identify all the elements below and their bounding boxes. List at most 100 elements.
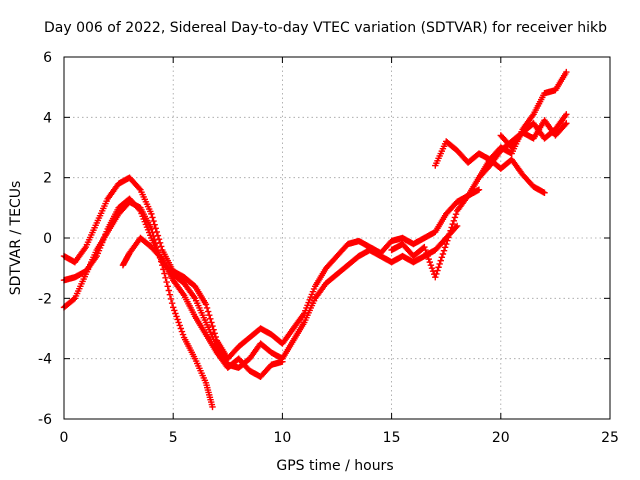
- x-tick-label: 10: [273, 430, 291, 446]
- data-point: [432, 140, 449, 169]
- axis-ticks: [63, 56, 611, 420]
- x-axis-title: GPS time / hours: [276, 458, 393, 474]
- series-track-a: [60, 174, 483, 362]
- data-point: [180, 280, 198, 301]
- data-point: [115, 175, 132, 187]
- series-track-d: [119, 234, 286, 380]
- data-point: [159, 255, 176, 282]
- data-point: [486, 148, 503, 169]
- data-point: [126, 198, 143, 211]
- data-point: [170, 271, 187, 286]
- data-point: [410, 244, 427, 260]
- data-point: [508, 156, 525, 177]
- data-point: [311, 266, 329, 290]
- data-point: [344, 253, 361, 269]
- data-point: [432, 244, 449, 281]
- data-point: [443, 199, 460, 218]
- data-point: [180, 334, 198, 360]
- data-point: [475, 163, 492, 181]
- grid: [64, 57, 610, 419]
- data-point: [453, 194, 471, 215]
- data-point: [137, 186, 154, 215]
- data-point: [235, 335, 252, 350]
- x-tick-label: 25: [601, 430, 619, 446]
- data-point: [148, 210, 165, 250]
- data-point: [202, 301, 219, 341]
- data-point: [290, 311, 307, 332]
- y-axis-title: SDTVAR / TECUs: [8, 181, 24, 296]
- data-point: [322, 271, 340, 287]
- data-point: [115, 196, 132, 212]
- y-tick-label: -2: [38, 291, 52, 307]
- data-point: [104, 182, 121, 202]
- data-point: [202, 331, 219, 355]
- data-point: [421, 229, 438, 242]
- data-point: [301, 285, 318, 317]
- data-point: [443, 210, 460, 248]
- chart-title: Day 006 of 2022, Sidereal Day-to-day VTE…: [44, 20, 607, 36]
- data-point: [115, 199, 132, 218]
- data-point: [475, 186, 483, 193]
- data-point: [432, 236, 449, 254]
- data-point: [71, 268, 88, 281]
- data-point: [191, 313, 209, 336]
- data-point: [180, 274, 198, 289]
- x-tick-label: 0: [60, 430, 69, 446]
- data-point: [257, 362, 274, 380]
- data-point: [137, 234, 154, 250]
- data-point: [311, 281, 329, 302]
- series-track-e: [432, 138, 548, 196]
- data-point: [399, 234, 416, 247]
- data-points: [60, 68, 570, 411]
- data-point: [191, 355, 209, 384]
- data-point: [552, 121, 569, 139]
- data-point: [191, 295, 209, 324]
- x-tick-label: 5: [169, 430, 178, 446]
- data-point: [399, 252, 416, 265]
- y-tick-label: 6: [43, 50, 52, 66]
- series-track-b: [60, 195, 461, 371]
- y-tick-label: 2: [43, 171, 52, 187]
- data-point: [552, 112, 569, 133]
- data-point: [475, 150, 492, 163]
- data-point: [519, 129, 536, 142]
- data-point: [93, 197, 110, 227]
- data-point: [126, 236, 143, 257]
- data-point: [224, 344, 241, 362]
- data-point: [552, 70, 569, 94]
- data-point: [71, 245, 88, 266]
- data-point: [453, 222, 461, 230]
- data-point: [119, 251, 133, 269]
- data-point: [257, 340, 274, 355]
- data-point: [209, 403, 216, 411]
- data-point: [333, 242, 351, 260]
- data-point: [388, 241, 405, 254]
- data-point: [432, 212, 449, 236]
- data-point: [290, 321, 307, 344]
- data-point: [301, 297, 318, 326]
- data-point: [159, 246, 176, 273]
- data-point: [213, 337, 230, 361]
- data-point: [530, 92, 547, 118]
- y-tick-label: 0: [43, 231, 52, 247]
- data-point: [519, 171, 536, 189]
- data-point: [71, 273, 88, 302]
- data-point: [93, 230, 110, 254]
- data-point: [508, 130, 525, 145]
- data-point: [541, 189, 548, 196]
- data-point: [268, 331, 285, 346]
- data-point: [279, 358, 286, 365]
- y-tick-label: 4: [43, 110, 52, 126]
- y-tick-label: -6: [38, 412, 52, 428]
- data-point: [170, 277, 187, 298]
- data-point: [268, 349, 285, 362]
- data-point: [191, 283, 209, 306]
- data-point: [366, 246, 383, 259]
- data-point: [355, 237, 372, 250]
- y-tick-label: -4: [38, 352, 52, 368]
- data-point: [322, 254, 340, 272]
- data-point: [137, 204, 154, 231]
- data-point: [497, 157, 514, 172]
- data-point: [530, 183, 547, 196]
